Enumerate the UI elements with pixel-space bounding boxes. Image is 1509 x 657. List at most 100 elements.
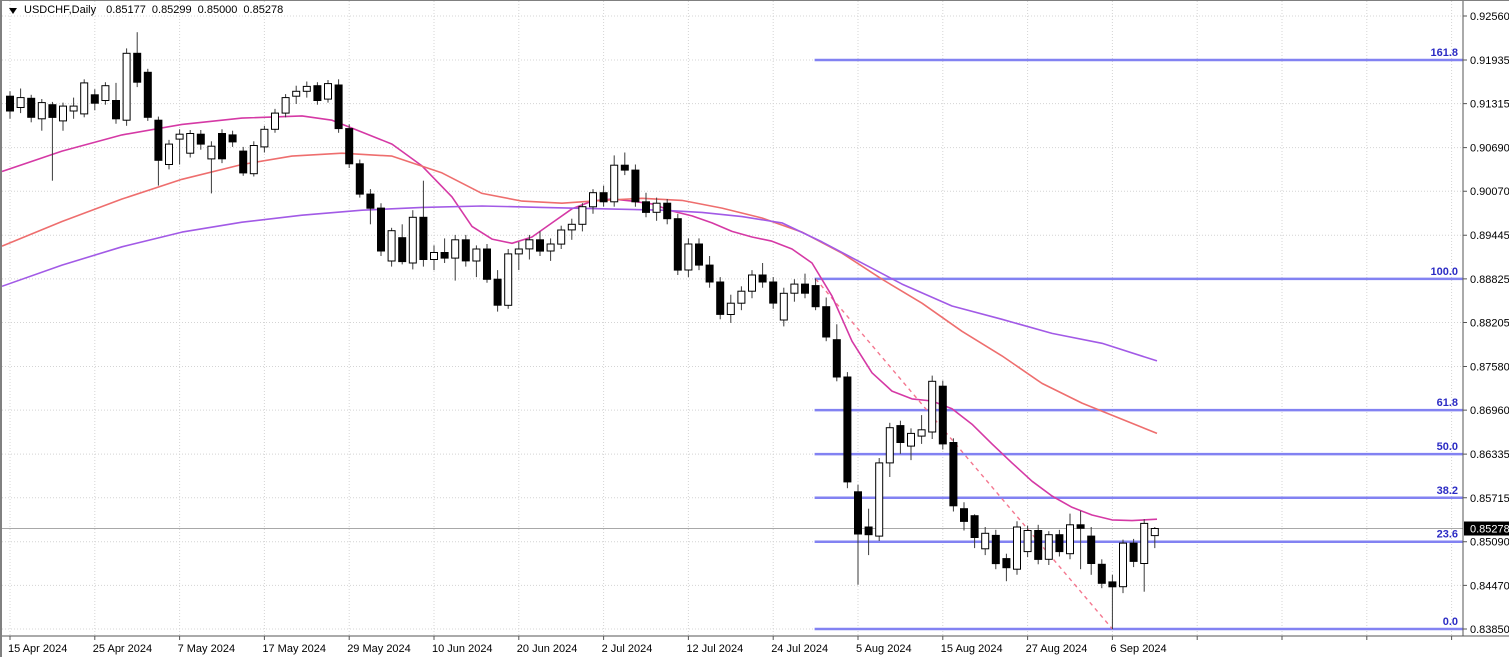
candle [716, 281, 725, 315]
candle [663, 202, 672, 220]
candle [302, 85, 311, 92]
candle [59, 105, 67, 122]
symbol-timeframe-label: USDCHF,Daily [24, 4, 97, 16]
candle [726, 302, 735, 316]
candle [249, 145, 258, 175]
candle [366, 193, 375, 209]
candle [546, 243, 555, 252]
candle [769, 281, 778, 304]
price-tick-label: 0.89445 [1470, 230, 1509, 242]
candle [196, 133, 205, 145]
candle [631, 169, 640, 203]
svg-text:0.85278: 0.85278 [1470, 524, 1509, 536]
candle [228, 134, 237, 143]
date-tick-label: 27 Aug 2024 [1026, 643, 1088, 655]
price-axis[interactable]: 0.92560 0.91935 0.91315 0.90690 0.90070 0.894… [1462, 1, 1509, 657]
price-tick-label: 0.87580 [1470, 361, 1509, 373]
candle [832, 339, 841, 378]
candle [324, 83, 332, 100]
price-tick-label: 0.85715 [1470, 493, 1509, 505]
candle [801, 283, 809, 294]
candle [737, 290, 746, 304]
candle [854, 491, 862, 535]
date-tick-label: 6 Sep 2024 [1110, 643, 1166, 655]
price-tick-label: 0.90690 [1470, 143, 1509, 155]
candle [1108, 581, 1117, 588]
candle [430, 252, 438, 260]
candle [493, 278, 502, 306]
price-tick-label: 0.85090 [1470, 537, 1509, 549]
candle [419, 216, 428, 261]
candle [557, 229, 566, 245]
candle [684, 243, 693, 271]
candle [6, 95, 14, 112]
candle [1119, 542, 1127, 588]
candle [970, 515, 979, 539]
candle [1044, 534, 1053, 560]
candle [758, 274, 767, 283]
candle [1076, 524, 1085, 529]
candle [779, 292, 788, 321]
candle [504, 253, 513, 306]
candle [949, 442, 958, 507]
candle [642, 201, 650, 213]
candle [1002, 558, 1011, 569]
candle [811, 285, 820, 308]
candle [1140, 522, 1149, 565]
fib-level-label: 61.8 [1437, 397, 1458, 409]
fib-level-label: 38.2 [1437, 485, 1458, 497]
candle [1087, 535, 1096, 564]
candle [122, 52, 131, 121]
date-tick-label: 15 Apr 2024 [8, 643, 67, 655]
price-tick-label: 0.84470 [1470, 580, 1509, 592]
candle [599, 192, 608, 203]
candle [981, 532, 990, 550]
candle [345, 128, 354, 165]
candle [175, 133, 184, 140]
candle [705, 264, 714, 283]
candle [154, 119, 163, 161]
date-tick-label: 29 May 2024 [347, 643, 411, 655]
high-value: 0.85299 [151, 4, 192, 16]
fibonacci-retracement[interactable]: 161.8 100.0 61.8 50.0 38.2 23.6 0.0 [814, 47, 1463, 631]
candle [1150, 528, 1159, 537]
candle [843, 376, 852, 483]
price-tick-label: 0.86960 [1470, 405, 1509, 417]
price-tick-label: 0.83850 [1470, 624, 1509, 636]
candle [334, 84, 343, 130]
candle [991, 534, 1000, 565]
candle [292, 90, 301, 97]
candle [1034, 530, 1043, 560]
candle [695, 243, 703, 266]
candle [355, 163, 364, 195]
ma-slow-violet [2, 205, 1158, 362]
date-tick-label: 12 Jul 2024 [686, 643, 743, 655]
candle [16, 97, 25, 108]
candle [281, 97, 290, 114]
candle [69, 105, 78, 112]
candle [398, 237, 407, 263]
candle [589, 192, 597, 208]
candle [440, 252, 449, 259]
date-tick-label: 10 Jun 2024 [432, 643, 493, 655]
symbol-dropdown-icon[interactable] [9, 7, 17, 14]
candles [6, 32, 1159, 629]
fib-level-label: 161.8 [1430, 47, 1458, 59]
candle [472, 248, 481, 262]
candle [313, 85, 322, 101]
time-axis[interactable]: 15 Apr 2024 25 Apr 2024 7 May 2024 17 May 2… [2, 635, 1509, 657]
candle [875, 462, 884, 537]
fib-level-label: 23.6 [1437, 529, 1458, 541]
candle [207, 145, 216, 160]
candle [271, 112, 279, 130]
date-tick-label: 24 Jul 2024 [771, 643, 828, 655]
candle [673, 218, 682, 271]
candle [112, 100, 120, 120]
candle [165, 143, 173, 166]
price-tick-label: 0.90070 [1470, 186, 1509, 198]
fib-level-label: 100.0 [1430, 266, 1458, 278]
date-tick-label: 5 Aug 2024 [856, 643, 912, 655]
current-price-badge: 0.85278 [1464, 521, 1509, 536]
date-tick-label: 15 Aug 2024 [941, 643, 1003, 655]
